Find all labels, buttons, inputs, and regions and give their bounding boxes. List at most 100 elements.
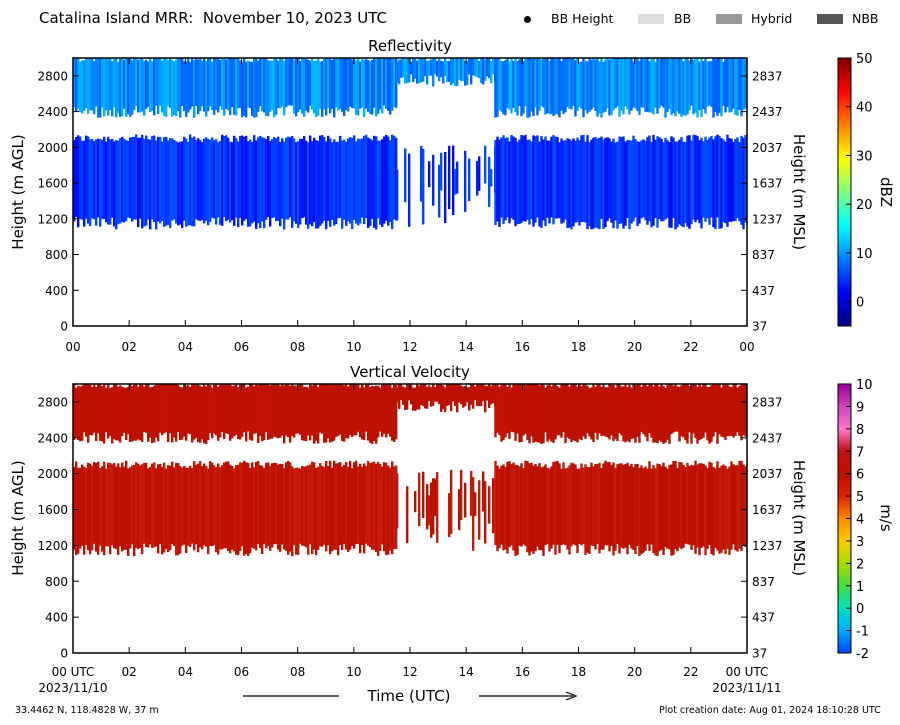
echo-column [173, 61, 176, 115]
echo-column [313, 137, 316, 223]
echo-column [251, 384, 254, 441]
echo-column [674, 141, 677, 230]
echo-column [524, 134, 527, 222]
echo-column [698, 463, 701, 556]
x-tick-label: 22 [683, 665, 698, 679]
echo-column [113, 463, 116, 549]
echo-column [229, 141, 232, 223]
echo-column [171, 461, 174, 545]
echo-column [131, 60, 134, 115]
echo-column [293, 468, 296, 546]
colorbar-tick-label: 30 [856, 149, 873, 164]
echo-column [107, 462, 110, 547]
legend-label: Hybrid [751, 11, 793, 26]
echo-column [668, 464, 671, 550]
echo-column [408, 384, 411, 401]
echo-column [263, 58, 266, 113]
colorbar-label: m/s [877, 504, 895, 532]
echo-column [155, 468, 158, 547]
echo-column [303, 58, 306, 117]
echo-column [566, 467, 569, 550]
echo-column [624, 384, 627, 443]
echo-column [498, 386, 501, 436]
echo-column [89, 58, 92, 111]
echo-column [520, 463, 523, 547]
echo-column [381, 384, 384, 437]
echo-column [534, 58, 537, 108]
echo-column [732, 464, 735, 545]
echo-column [654, 61, 657, 108]
echo-column [608, 461, 611, 552]
echo-column [309, 135, 312, 225]
y-tick-label: 1200 [37, 212, 68, 226]
arrow-right-icon [565, 691, 578, 701]
echo-column [259, 465, 262, 549]
echo-column [211, 387, 214, 439]
echo-column [393, 135, 396, 220]
echo-column [393, 384, 396, 442]
echo-column [670, 136, 673, 228]
echo-column [249, 61, 252, 109]
echo-column [275, 463, 278, 545]
echo-column [442, 61, 445, 84]
echo-column [113, 58, 116, 108]
echo-column [307, 387, 310, 436]
echo-column [548, 61, 551, 115]
echo-column [349, 58, 352, 107]
echo-column [540, 467, 543, 551]
echo-column [690, 140, 693, 225]
echo-column [327, 465, 330, 546]
echo-column [315, 384, 318, 441]
echo-column [301, 384, 304, 441]
echo-column [440, 60, 443, 78]
x-tick-label: 16 [515, 665, 530, 679]
echo-column [123, 59, 126, 109]
echo-column [546, 58, 549, 114]
echo-column [75, 137, 78, 218]
echo-column [307, 142, 310, 229]
echo-column [660, 138, 663, 222]
echo-column [139, 137, 142, 219]
echo-column [696, 58, 699, 118]
echo-column [714, 59, 717, 113]
echo-column [367, 137, 370, 228]
echo-column [225, 59, 228, 109]
echo-column [518, 59, 521, 106]
echo-column [684, 384, 687, 441]
echo-column [239, 384, 242, 440]
echo-column [333, 139, 336, 226]
echo-column [97, 58, 100, 118]
echo-column [396, 169, 399, 221]
echo-column [273, 137, 276, 218]
echo-column [283, 385, 286, 444]
echo-column [542, 58, 545, 108]
echo-column [414, 58, 417, 79]
echo-column [91, 139, 94, 219]
echo-column [291, 384, 294, 437]
echo-column [343, 58, 346, 117]
echo-column [738, 59, 741, 110]
echo-column [163, 384, 166, 434]
echo-column [548, 384, 551, 440]
x-tick-label: 00 UTC [726, 665, 769, 679]
reflectivity-title: Reflectivity [368, 37, 452, 55]
echo-column [560, 138, 563, 224]
echo-column [738, 460, 741, 549]
echo-column [402, 58, 405, 78]
echo-column [718, 467, 721, 554]
echo-column [105, 468, 108, 547]
echo-column [151, 387, 154, 443]
echo-column [644, 140, 647, 221]
echo-column [129, 467, 132, 549]
echo-column [716, 461, 719, 551]
echo-column [504, 384, 507, 438]
echo-column [464, 60, 467, 86]
echo-column [247, 60, 250, 108]
y-tick-label-right: 1237 [752, 212, 783, 226]
echo-column [377, 461, 380, 556]
echo-column [175, 59, 178, 117]
echo-column [642, 384, 645, 434]
echo-column [353, 58, 356, 109]
echo-column [530, 462, 533, 552]
echo-column [620, 58, 623, 111]
